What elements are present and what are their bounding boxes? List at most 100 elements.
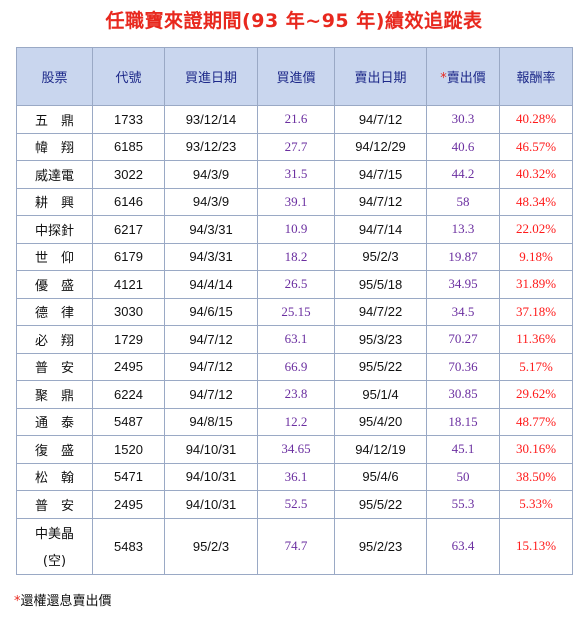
stock-code-cell: 4121 xyxy=(92,270,165,299)
sell-price-cell: 58 xyxy=(426,187,500,216)
return-cell: 31.89% xyxy=(499,270,573,299)
sell-date-cell: 94/7/12 xyxy=(334,105,427,134)
return-cell: 22.02% xyxy=(499,215,573,244)
buy-price-cell: 39.1 xyxy=(257,187,335,216)
header-return: 報酬率 xyxy=(499,47,573,106)
sell-price-cell: 44.2 xyxy=(426,160,500,189)
buy-date-cell: 94/7/12 xyxy=(164,352,258,381)
sell-date-cell: 94/7/15 xyxy=(334,160,427,189)
sell-date-cell: 95/4/6 xyxy=(334,462,427,491)
sell-price-cell: 50 xyxy=(426,462,500,491)
return-cell: 15.13% xyxy=(499,517,573,575)
table-row: 五 鼎 1733 93/12/14 21.6 94/7/12 30.3 40.28% xyxy=(16,105,573,134)
sell-price-cell: 40.6 xyxy=(426,132,500,161)
sell-price-cell: 34.5 xyxy=(426,297,500,326)
sell-date-cell: 95/1/4 xyxy=(334,380,427,409)
sell-price-cell: 45.1 xyxy=(426,435,500,464)
performance-table: 股票 代號 買進日期 買進價 賣出日期 *賣出價 報酬率 五 鼎 1733 93/1… xyxy=(16,47,573,575)
table-row: 德 律 3030 94/6/15 25.15 94/7/22 34.5 37.18% xyxy=(16,297,573,326)
sell-price-cell: 63.4 xyxy=(426,517,500,575)
stock-code-cell: 1729 xyxy=(92,325,165,354)
table-row: 優 盛 4121 94/4/14 26.5 95/5/18 34.95 31.89% xyxy=(16,270,573,299)
sell-date-cell: 94/12/19 xyxy=(334,435,427,464)
buy-date-cell: 94/3/31 xyxy=(164,215,258,244)
table-row: 必 翔 1729 94/7/12 63.1 95/3/23 70.27 11.36% xyxy=(16,325,573,354)
stock-code-cell: 1733 xyxy=(92,105,165,134)
stock-code-cell: 3030 xyxy=(92,297,165,326)
sell-price-cell: 70.27 xyxy=(426,325,500,354)
buy-price-cell: 23.8 xyxy=(257,380,335,409)
sell-price-cell: 19.87 xyxy=(426,242,500,271)
buy-price-cell: 10.9 xyxy=(257,215,335,244)
return-cell: 48.34% xyxy=(499,187,573,216)
table-row: 復 盛 1520 94/10/31 34.65 94/12/19 45.1 30.16% xyxy=(16,435,573,464)
footnote: *還權還息賣出價 xyxy=(14,590,112,609)
stock-code-cell: 5487 xyxy=(92,407,165,436)
buy-price-cell: 74.7 xyxy=(257,517,335,575)
header-sell-date: 賣出日期 xyxy=(334,47,427,106)
stock-code-cell: 6179 xyxy=(92,242,165,271)
sell-date-cell: 95/5/22 xyxy=(334,490,427,519)
sell-price-cell: 70.36 xyxy=(426,352,500,381)
buy-price-cell: 34.65 xyxy=(257,435,335,464)
buy-date-cell: 94/10/31 xyxy=(164,462,258,491)
return-cell: 40.32% xyxy=(499,160,573,189)
buy-date-cell: 94/3/9 xyxy=(164,187,258,216)
sell-price-cell: 30.85 xyxy=(426,380,500,409)
sell-date-cell: 94/12/29 xyxy=(334,132,427,161)
buy-date-cell: 95/2/3 xyxy=(164,517,258,575)
stock-name-cell: 普 安 xyxy=(16,352,93,381)
stock-name-cell: 幃 翔 xyxy=(16,132,93,161)
table-row: 幃 翔 6185 93/12/23 27.7 94/12/29 40.6 46.57% xyxy=(16,132,573,161)
table-row: 普 安 2495 94/10/31 52.5 95/5/22 55.3 5.33% xyxy=(16,490,573,519)
buy-date-cell: 93/12/23 xyxy=(164,132,258,161)
buy-date-cell: 94/7/12 xyxy=(164,380,258,409)
return-cell: 40.28% xyxy=(499,105,573,134)
table-row: 松 翰 5471 94/10/31 36.1 95/4/6 50 38.50% xyxy=(16,462,573,491)
buy-price-cell: 26.5 xyxy=(257,270,335,299)
footnote-text: 還權還息賣出價 xyxy=(20,594,112,609)
header-sell-price: *賣出價 xyxy=(426,47,500,106)
stock-name-cell: 世 仰 xyxy=(16,242,93,271)
stock-code-cell: 2495 xyxy=(92,352,165,381)
return-cell: 5.33% xyxy=(499,490,573,519)
buy-price-cell: 52.5 xyxy=(257,490,335,519)
stock-name-cell: 威達電 xyxy=(16,160,93,189)
stock-code-cell: 5471 xyxy=(92,462,165,491)
buy-price-cell: 36.1 xyxy=(257,462,335,491)
stock-name-cell: 五 鼎 xyxy=(16,105,93,134)
header-buy-date: 買進日期 xyxy=(164,47,258,106)
buy-date-cell: 94/10/31 xyxy=(164,435,258,464)
sell-price-cell: 55.3 xyxy=(426,490,500,519)
buy-price-cell: 63.1 xyxy=(257,325,335,354)
buy-price-cell: 21.6 xyxy=(257,105,335,134)
return-cell: 9.18% xyxy=(499,242,573,271)
sell-date-cell: 94/7/22 xyxy=(334,297,427,326)
stock-code-cell: 6185 xyxy=(92,132,165,161)
sell-price-cell: 13.3 xyxy=(426,215,500,244)
sell-date-cell: 95/5/18 xyxy=(334,270,427,299)
stock-name-cell: 通 泰 xyxy=(16,407,93,436)
table-header-row: 股票 代號 買進日期 買進價 賣出日期 *賣出價 報酬率 xyxy=(16,47,573,106)
stock-name-cell: 松 翰 xyxy=(16,462,93,491)
sell-date-cell: 94/7/14 xyxy=(334,215,427,244)
table-row: 普 安 2495 94/7/12 66.9 95/5/22 70.36 5.17% xyxy=(16,352,573,381)
header-buy-price: 買進價 xyxy=(257,47,335,106)
buy-price-cell: 27.7 xyxy=(257,132,335,161)
stock-code-cell: 6217 xyxy=(92,215,165,244)
footnote-asterisk: * xyxy=(14,594,21,609)
return-cell: 46.57% xyxy=(499,132,573,161)
page-title: 任職寶來證期間(93 年~95 年)績效追蹤表 xyxy=(105,10,483,32)
buy-date-cell: 94/4/14 xyxy=(164,270,258,299)
buy-date-cell: 94/3/9 xyxy=(164,160,258,189)
table-row: 通 泰 5487 94/8/15 12.2 95/4/20 18.15 48.77% xyxy=(16,407,573,436)
buy-price-cell: 12.2 xyxy=(257,407,335,436)
return-cell: 38.50% xyxy=(499,462,573,491)
stock-code-cell: 3022 xyxy=(92,160,165,189)
buy-price-cell: 25.15 xyxy=(257,297,335,326)
stock-name-line: 中美晶 xyxy=(34,527,74,542)
sell-date-cell: 95/2/23 xyxy=(334,517,427,575)
stock-name-cell: 優 盛 xyxy=(16,270,93,299)
table-row: 中美晶 (空) 5483 95/2/3 74.7 95/2/23 63.4 15.13% xyxy=(16,517,573,575)
